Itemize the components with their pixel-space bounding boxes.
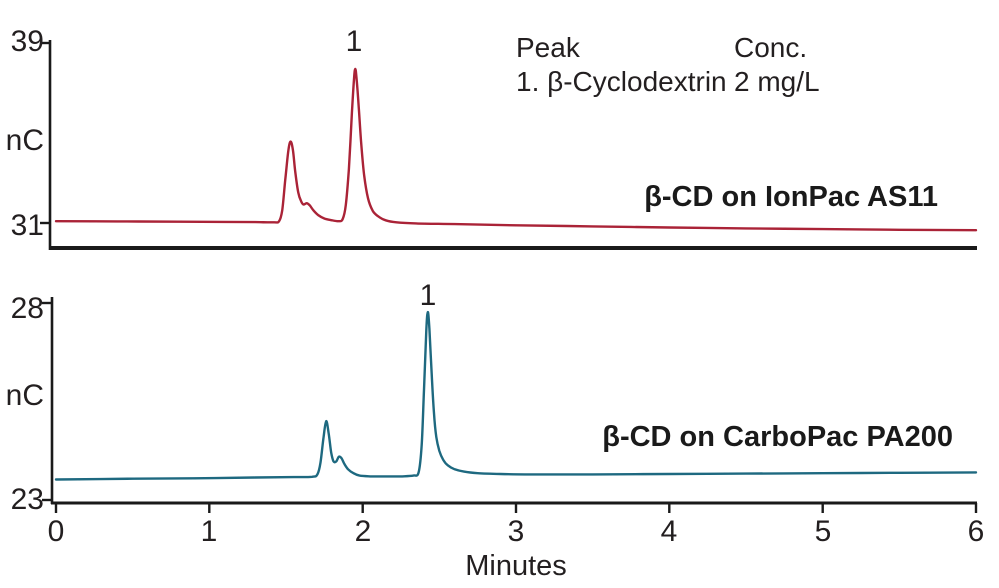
legend-header-peak: Peak bbox=[516, 32, 580, 63]
x-axis-title: Minutes bbox=[465, 550, 567, 582]
trace-ionpac-as11 bbox=[54, 67, 978, 232]
chromatogram-plot-bottom bbox=[42, 297, 978, 513]
peak-1-annotation-top-chart: 1 bbox=[345, 25, 363, 58]
chromatogram-plot-top bbox=[40, 40, 978, 250]
y-axis-min-label-bottom-chart: 23 bbox=[10, 483, 44, 516]
y-axis-max-label-top-chart: 39 bbox=[10, 25, 44, 58]
x-tick-label-2: 2 bbox=[354, 515, 372, 548]
legend-entry-peak-name: 1. β-Cyclodextrin bbox=[516, 66, 727, 97]
x-tick-label-1: 1 bbox=[200, 515, 218, 548]
y-axis-unit-label-bottom-chart: nC bbox=[5, 379, 44, 412]
x-tick-label-5: 5 bbox=[814, 515, 832, 548]
x-tick-label-3: 3 bbox=[507, 515, 525, 548]
peak-legend: Peak Conc. 1. β-Cyclodextrin 2 mg/L bbox=[516, 31, 820, 99]
x-tick-label-4: 4 bbox=[660, 515, 678, 548]
x-tick-label-6: 6 bbox=[967, 515, 985, 548]
y-axis-unit-label-top-chart: nC bbox=[5, 124, 44, 157]
chart-title-top: β-CD on IonPac AS11 bbox=[644, 181, 938, 213]
x-tick-label-0: 0 bbox=[47, 515, 65, 548]
legend-header-conc: Conc. bbox=[734, 32, 808, 63]
peak-1-annotation-bottom-chart: 1 bbox=[419, 279, 437, 312]
y-axis-max-label-bottom-chart: 28 bbox=[10, 292, 44, 325]
y-axis-min-label-top-chart: 31 bbox=[10, 209, 44, 242]
legend-entry-peak-conc: 2 mg/L bbox=[734, 66, 820, 97]
chart-title-bottom: β-CD on CarboPac PA200 bbox=[602, 421, 953, 453]
x-axis-ticks bbox=[54, 503, 978, 513]
trace-carbopac-pa200 bbox=[54, 310, 978, 481]
